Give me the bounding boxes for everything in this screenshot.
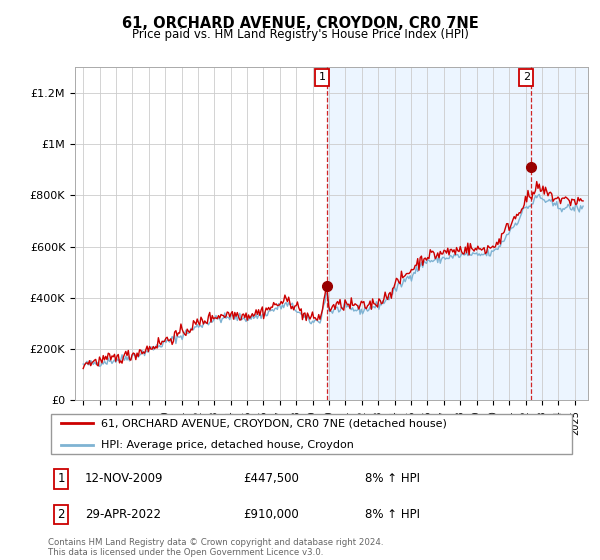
Text: 2: 2 bbox=[523, 72, 530, 82]
Text: 29-APR-2022: 29-APR-2022 bbox=[85, 508, 161, 521]
Text: £910,000: £910,000 bbox=[244, 508, 299, 521]
FancyBboxPatch shape bbox=[50, 414, 572, 454]
Text: £447,500: £447,500 bbox=[244, 472, 299, 486]
Text: HPI: Average price, detached house, Croydon: HPI: Average price, detached house, Croy… bbox=[101, 440, 353, 450]
Text: 61, ORCHARD AVENUE, CROYDON, CR0 7NE: 61, ORCHARD AVENUE, CROYDON, CR0 7NE bbox=[122, 16, 478, 31]
Text: 1: 1 bbox=[319, 72, 325, 82]
Text: Contains HM Land Registry data © Crown copyright and database right 2024.
This d: Contains HM Land Registry data © Crown c… bbox=[48, 538, 383, 557]
Text: 61, ORCHARD AVENUE, CROYDON, CR0 7NE (detached house): 61, ORCHARD AVENUE, CROYDON, CR0 7NE (de… bbox=[101, 418, 446, 428]
Text: Price paid vs. HM Land Registry's House Price Index (HPI): Price paid vs. HM Land Registry's House … bbox=[131, 28, 469, 41]
Text: 8% ↑ HPI: 8% ↑ HPI bbox=[365, 472, 420, 486]
Text: 1: 1 bbox=[58, 472, 65, 486]
Text: 8% ↑ HPI: 8% ↑ HPI bbox=[365, 508, 420, 521]
Text: 2: 2 bbox=[58, 508, 65, 521]
Bar bbox=[327, 67, 588, 400]
Text: 12-NOV-2009: 12-NOV-2009 bbox=[85, 472, 163, 486]
